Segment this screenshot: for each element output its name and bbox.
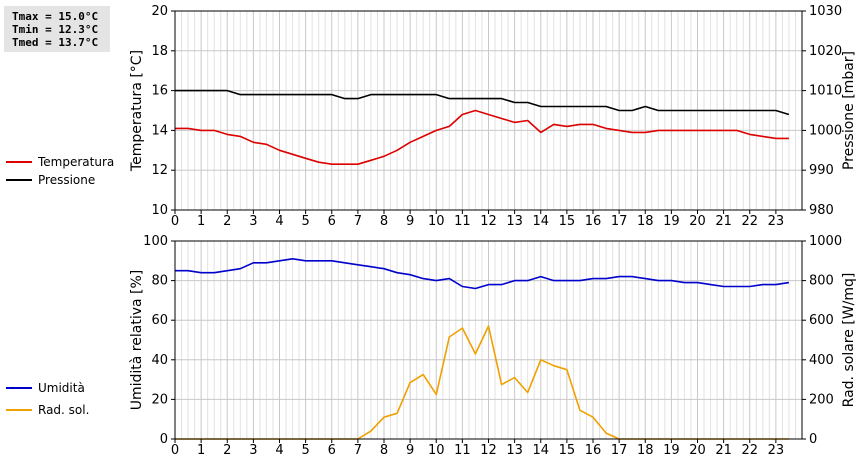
panel2-x-tick-label: 7 — [354, 443, 362, 458]
panel1-x-tick-label: 3 — [249, 214, 257, 229]
panel1-y-tick-label: 12 — [151, 163, 168, 178]
panel2-x-tick-label: 10 — [428, 443, 445, 458]
panel2-y-axis-title: Umidità relativa [%] — [129, 270, 145, 411]
panel2-y-tick-label: 20 — [151, 392, 168, 407]
panel2-y-tick-label: 80 — [151, 274, 168, 289]
panel2-y2-tick-label: 800 — [809, 274, 834, 289]
panel2-y2-tick-label: 0 — [809, 432, 817, 447]
panel2-y-tick-label: 0 — [160, 432, 168, 447]
panel1-legend-label-2: Pressione — [38, 173, 95, 187]
panel1-series-2-line — [175, 89, 790, 116]
panel2-y-tick-label: 100 — [143, 234, 168, 249]
panel2-x-tick-label: 16 — [585, 443, 602, 458]
panel2-y2-tick-label: 1000 — [809, 234, 842, 249]
panel1-x-tick-label: 13 — [506, 214, 523, 229]
panel2-x-tick-label: 9 — [406, 443, 414, 458]
stats-tmax: Tmax = 15.0°C — [12, 10, 99, 23]
panel1-legend-label-1: Temperatura — [37, 155, 114, 169]
panel2-y2-axis-title: Rad. solare [W/mq] — [841, 273, 857, 408]
panel2-y2-tick-label: 400 — [809, 353, 834, 368]
panel1-x-tick-label: 20 — [689, 214, 706, 229]
panel2-series-1-line — [175, 257, 790, 290]
panel1-x-tick-label: 0 — [171, 214, 179, 229]
panel1-y2-tick-label: 1010 — [809, 84, 842, 99]
panel2-x-tick-label: 23 — [768, 443, 785, 458]
panel1-x-tick-label: 14 — [532, 214, 549, 229]
panel1-y2-axis-title: Pressione [mbar] — [841, 51, 857, 170]
panel1-y-tick-label: 16 — [151, 84, 168, 99]
panel1-y2-tick-label: 1030 — [809, 4, 842, 19]
panel2-y2-tick-label: 200 — [809, 392, 834, 407]
panel1-y-tick-label: 20 — [151, 4, 168, 19]
panel2-x-tick-label: 18 — [637, 443, 654, 458]
panel2-y-tick-label: 60 — [151, 313, 168, 328]
panel1-y2-tick-label: 1020 — [809, 44, 842, 59]
panel2-x-tick-label: 8 — [380, 443, 388, 458]
panel1-y-tick-label: 18 — [151, 44, 168, 59]
stats-box: Tmax = 15.0°C Tmin = 12.3°C Tmed = 13.7°… — [4, 6, 110, 52]
panel1-y2-tick-label: 990 — [809, 163, 834, 178]
panel1-x-tick-label: 1 — [197, 214, 205, 229]
panel1-x-tick-label: 6 — [328, 214, 336, 229]
panel1-x-tick-label: 23 — [768, 214, 785, 229]
panel2-x-tick-label: 6 — [328, 443, 336, 458]
panel2-y2-tick-label: 600 — [809, 313, 834, 328]
panel1-x-tick-label: 18 — [637, 214, 654, 229]
panel1-y2-tick-label: 980 — [809, 203, 834, 218]
panel1-x-tick-label: 21 — [715, 214, 732, 229]
panel1-y-tick-label: 10 — [151, 203, 168, 218]
panel1-x-tick-label: 11 — [454, 214, 471, 229]
panel2-x-tick-label: 0 — [171, 443, 179, 458]
panel1-x-tick-label: 2 — [223, 214, 231, 229]
panel1-x-tick-label: 12 — [480, 214, 497, 229]
panel2-legend-label-1: Umidità — [38, 381, 85, 395]
panel2-x-tick-label: 12 — [480, 443, 497, 458]
panel1-series-1-line — [175, 109, 789, 165]
panel2-x-tick-label: 2 — [223, 443, 231, 458]
panel1-x-tick-label: 7 — [354, 214, 362, 229]
panel2-x-tick-label: 4 — [275, 443, 283, 458]
panel2-x-tick-label: 20 — [689, 443, 706, 458]
panel1-x-tick-label: 15 — [559, 214, 576, 229]
panel1-y-tick-label: 14 — [151, 123, 168, 138]
panel1-x-tick-label: 22 — [741, 214, 758, 229]
panel2-x-tick-label: 15 — [559, 443, 576, 458]
panel2-y-tick-label: 40 — [151, 353, 168, 368]
panel2-x-tick-label: 14 — [532, 443, 549, 458]
panel1-y-axis-title: Temperatura [°C] — [129, 50, 145, 172]
panel2-x-tick-label: 1 — [197, 443, 205, 458]
panel2-x-tick-label: 3 — [249, 443, 257, 458]
panel2-x-tick-label: 22 — [741, 443, 758, 458]
panel1-x-tick-label: 10 — [428, 214, 445, 229]
panel1-x-tick-label: 8 — [380, 214, 388, 229]
panel2-x-tick-label: 13 — [506, 443, 523, 458]
panel2-x-tick-label: 19 — [663, 443, 680, 458]
panel2-x-tick-label: 5 — [301, 443, 309, 458]
panel2-x-tick-label: 17 — [611, 443, 628, 458]
panel1-x-tick-label: 4 — [275, 214, 283, 229]
panel1-x-tick-label: 17 — [611, 214, 628, 229]
stats-tmed: Tmed = 13.7°C — [12, 36, 99, 49]
stats-tmin: Tmin = 12.3°C — [12, 23, 99, 36]
panel1-x-tick-label: 16 — [585, 214, 602, 229]
panel1-x-tick-label: 19 — [663, 214, 680, 229]
panel2-x-tick-label: 21 — [715, 443, 732, 458]
panel1-x-tick-label: 9 — [406, 214, 414, 229]
panel2-x-tick-label: 11 — [454, 443, 471, 458]
panel2-legend-label-2: Rad. sol. — [38, 403, 89, 417]
panel1-x-tick-label: 5 — [301, 214, 309, 229]
panel1-y2-tick-label: 1000 — [809, 123, 842, 138]
